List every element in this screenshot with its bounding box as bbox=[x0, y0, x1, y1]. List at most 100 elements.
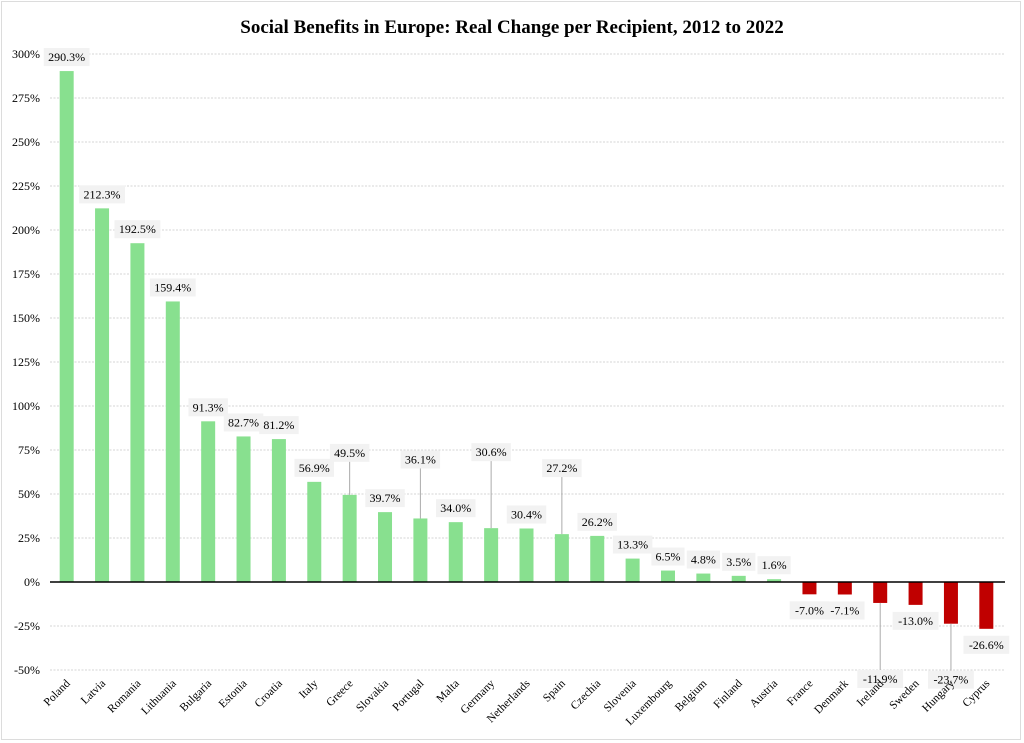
data-label: -13.0% bbox=[898, 614, 933, 628]
x-tick-label: Portugal bbox=[390, 678, 426, 714]
data-label: 34.0% bbox=[440, 501, 471, 515]
y-tick-label: 50% bbox=[18, 487, 40, 501]
data-label: 39.7% bbox=[370, 491, 401, 505]
data-label: 6.5% bbox=[655, 550, 680, 564]
data-label: 30.6% bbox=[476, 445, 507, 459]
data-label-bg bbox=[294, 458, 335, 477]
data-label: -23.7% bbox=[933, 673, 968, 687]
data-label-bg bbox=[400, 450, 441, 469]
y-tick-label: 125% bbox=[12, 355, 40, 369]
bar-finland bbox=[731, 575, 746, 582]
bar-austria bbox=[767, 579, 782, 582]
data-label-bg bbox=[471, 443, 511, 462]
bar-slovenia bbox=[625, 558, 640, 582]
data-label: 81.2% bbox=[263, 418, 294, 432]
bar-czechia bbox=[590, 535, 605, 582]
y-tick-label: 175% bbox=[12, 267, 40, 281]
bar-sweden bbox=[908, 582, 923, 605]
data-label-bg bbox=[188, 398, 228, 417]
bar-hungary bbox=[943, 582, 958, 624]
y-tick-label: 75% bbox=[18, 443, 40, 457]
x-tick-label: Italy bbox=[297, 677, 321, 701]
y-axis: 300% 275% 250% 225% 200% 175% 150% 125% 100% 75% 5… bbox=[12, 47, 40, 677]
data-label-bg bbox=[542, 459, 582, 478]
bar-france bbox=[802, 582, 817, 595]
data-label-bg bbox=[757, 556, 791, 575]
data-label-bg bbox=[789, 601, 830, 620]
bar-ireland bbox=[873, 582, 888, 603]
data-label-bg bbox=[259, 416, 299, 435]
data-label: 13.3% bbox=[617, 538, 648, 552]
x-tick-label: Poland bbox=[42, 677, 73, 708]
y-tick-label: 150% bbox=[12, 311, 40, 325]
x-tick-label: Croatia bbox=[253, 678, 285, 710]
bar-belgium bbox=[696, 573, 711, 582]
x-tick-label: Finland bbox=[712, 677, 746, 711]
x-tick-label: Denmark bbox=[812, 677, 851, 716]
data-label-bg bbox=[506, 505, 547, 524]
data-label: 159.4% bbox=[154, 280, 191, 294]
data-label: -7.0% bbox=[795, 603, 824, 617]
data-label: -7.1% bbox=[830, 603, 859, 617]
x-tick-label: Czechia bbox=[569, 678, 604, 713]
data-label-bg bbox=[223, 413, 264, 432]
bar-greece bbox=[342, 494, 357, 582]
y-tick-label: 100% bbox=[12, 399, 40, 413]
data-label-bg bbox=[365, 489, 405, 508]
x-tick-label: France bbox=[785, 678, 816, 709]
y-tick-label: 225% bbox=[12, 179, 40, 193]
data-label-bg bbox=[928, 670, 974, 689]
x-tick-label: Bulgaria bbox=[178, 678, 214, 714]
y-tick-label: -50% bbox=[14, 663, 40, 677]
x-tick-label: Estonia bbox=[217, 678, 250, 711]
bar-slovakia bbox=[378, 512, 393, 582]
bar-latvia bbox=[95, 208, 110, 583]
data-label-bg bbox=[651, 547, 685, 566]
chart-title: Social Benefits in Europe: Real Change p… bbox=[240, 17, 783, 38]
bar-lithuania bbox=[165, 301, 180, 582]
x-tick-label: Romania bbox=[106, 678, 144, 716]
y-tick-label: 200% bbox=[12, 223, 40, 237]
data-label: 91.3% bbox=[193, 400, 224, 414]
data-label: 212.3% bbox=[84, 187, 121, 201]
bar-malta bbox=[448, 522, 463, 582]
x-tick-label: Greece bbox=[324, 678, 356, 710]
data-label-bg bbox=[963, 635, 1010, 654]
y-tick-label: 275% bbox=[12, 91, 40, 105]
data-label-bg bbox=[722, 552, 756, 571]
data-label: 3.5% bbox=[726, 555, 751, 569]
bar-cyprus bbox=[979, 582, 994, 629]
bar-poland bbox=[59, 71, 74, 583]
bar-luxembourg bbox=[660, 570, 675, 582]
data-label-bg bbox=[857, 669, 904, 688]
data-label-bg bbox=[43, 48, 90, 67]
x-tick-label: Austria bbox=[748, 678, 780, 710]
data-label-bg bbox=[612, 535, 653, 554]
data-label: -11.9% bbox=[863, 672, 898, 686]
data-label-bg bbox=[577, 512, 617, 531]
data-label: 290.3% bbox=[48, 50, 85, 64]
bar-spain bbox=[554, 534, 569, 582]
data-label: -26.6% bbox=[969, 638, 1004, 652]
data-label-bg bbox=[892, 611, 939, 630]
bar-romania bbox=[130, 243, 145, 582]
x-tick-label: Spain bbox=[541, 677, 568, 704]
y-tick-label: 25% bbox=[18, 531, 40, 545]
data-labels: 290.3% 212.3% 192.5% 159.4% 91.3% 82.7% 81.2% 5… bbox=[43, 48, 1010, 689]
y-tick-label: 250% bbox=[12, 135, 40, 149]
x-tick-label: Lithuania bbox=[139, 678, 179, 718]
data-label: 56.9% bbox=[299, 461, 330, 475]
data-label: 82.7% bbox=[228, 415, 259, 429]
data-label: 36.1% bbox=[405, 452, 436, 466]
y-tick-label: -25% bbox=[14, 619, 40, 633]
data-label: 27.2% bbox=[546, 461, 577, 475]
bar-netherlands bbox=[519, 528, 534, 582]
data-label: 192.5% bbox=[119, 222, 156, 236]
x-tick-label: Slovakia bbox=[354, 678, 391, 715]
bar-estonia bbox=[236, 436, 251, 582]
x-tick-label: Belgium bbox=[673, 678, 710, 715]
data-label-bg bbox=[79, 185, 125, 204]
data-label-bg bbox=[686, 550, 720, 569]
